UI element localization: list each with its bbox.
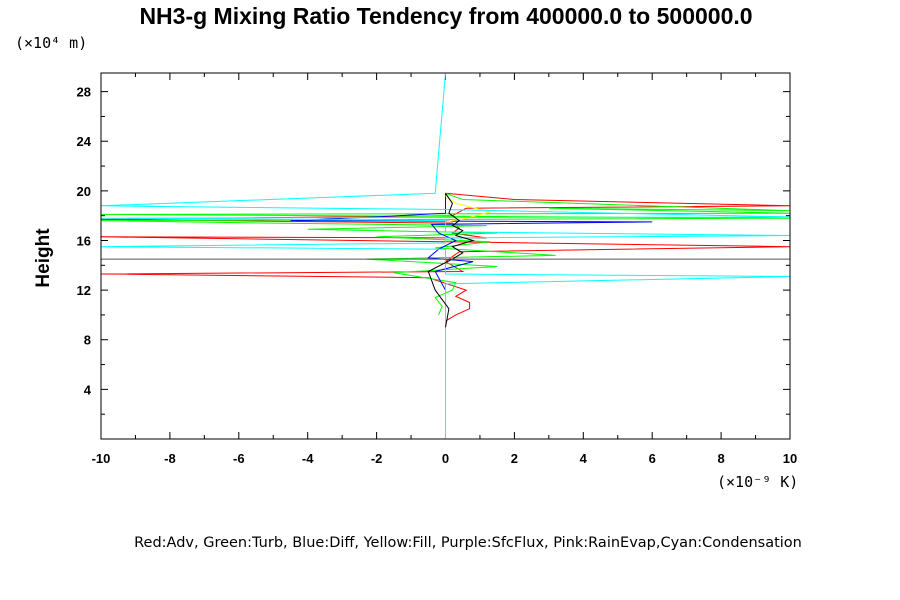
x-tick-label: 8 xyxy=(717,451,724,466)
y-unit-label: (×10⁴ m) xyxy=(15,34,87,52)
y-tick-label: 12 xyxy=(77,283,91,298)
x-tick-label: 0 xyxy=(442,451,449,466)
chart-title: NH3-g Mixing Ratio Tendency from 400000.… xyxy=(139,3,752,29)
y-tick-label: 16 xyxy=(77,233,91,248)
series-line-fill xyxy=(445,195,491,223)
x-tick-label: 6 xyxy=(649,451,656,466)
x-tick-label: -8 xyxy=(164,451,176,466)
series-line-diff xyxy=(290,193,653,315)
x-tick-label: -10 xyxy=(92,451,111,466)
y-tick-label: 24 xyxy=(77,134,92,149)
y-axis-label: Height xyxy=(33,228,54,288)
series-line-total xyxy=(427,193,475,328)
y-tick-label: 28 xyxy=(77,85,91,100)
x-tick-label: 2 xyxy=(511,451,518,466)
y-tick-label: 8 xyxy=(84,333,91,348)
series-line-condensation xyxy=(100,72,791,439)
x-tick-label: 4 xyxy=(580,451,588,466)
x-tick-label: -4 xyxy=(302,451,314,466)
axis-ticks xyxy=(100,73,791,439)
plot-frame xyxy=(100,72,791,440)
y-tick-label: 4 xyxy=(84,382,92,397)
x-tick-label: -6 xyxy=(233,451,245,466)
y-tick-label: 20 xyxy=(77,184,91,199)
legend-text: Red:Adv, Green:Turb, Blue:Diff, Yellow:F… xyxy=(134,535,802,551)
x-tick-label: -2 xyxy=(371,451,383,466)
x-unit-label: (×10⁻⁹ K) xyxy=(717,473,798,491)
series-layer xyxy=(100,72,791,439)
x-tick-label: 10 xyxy=(783,451,797,466)
